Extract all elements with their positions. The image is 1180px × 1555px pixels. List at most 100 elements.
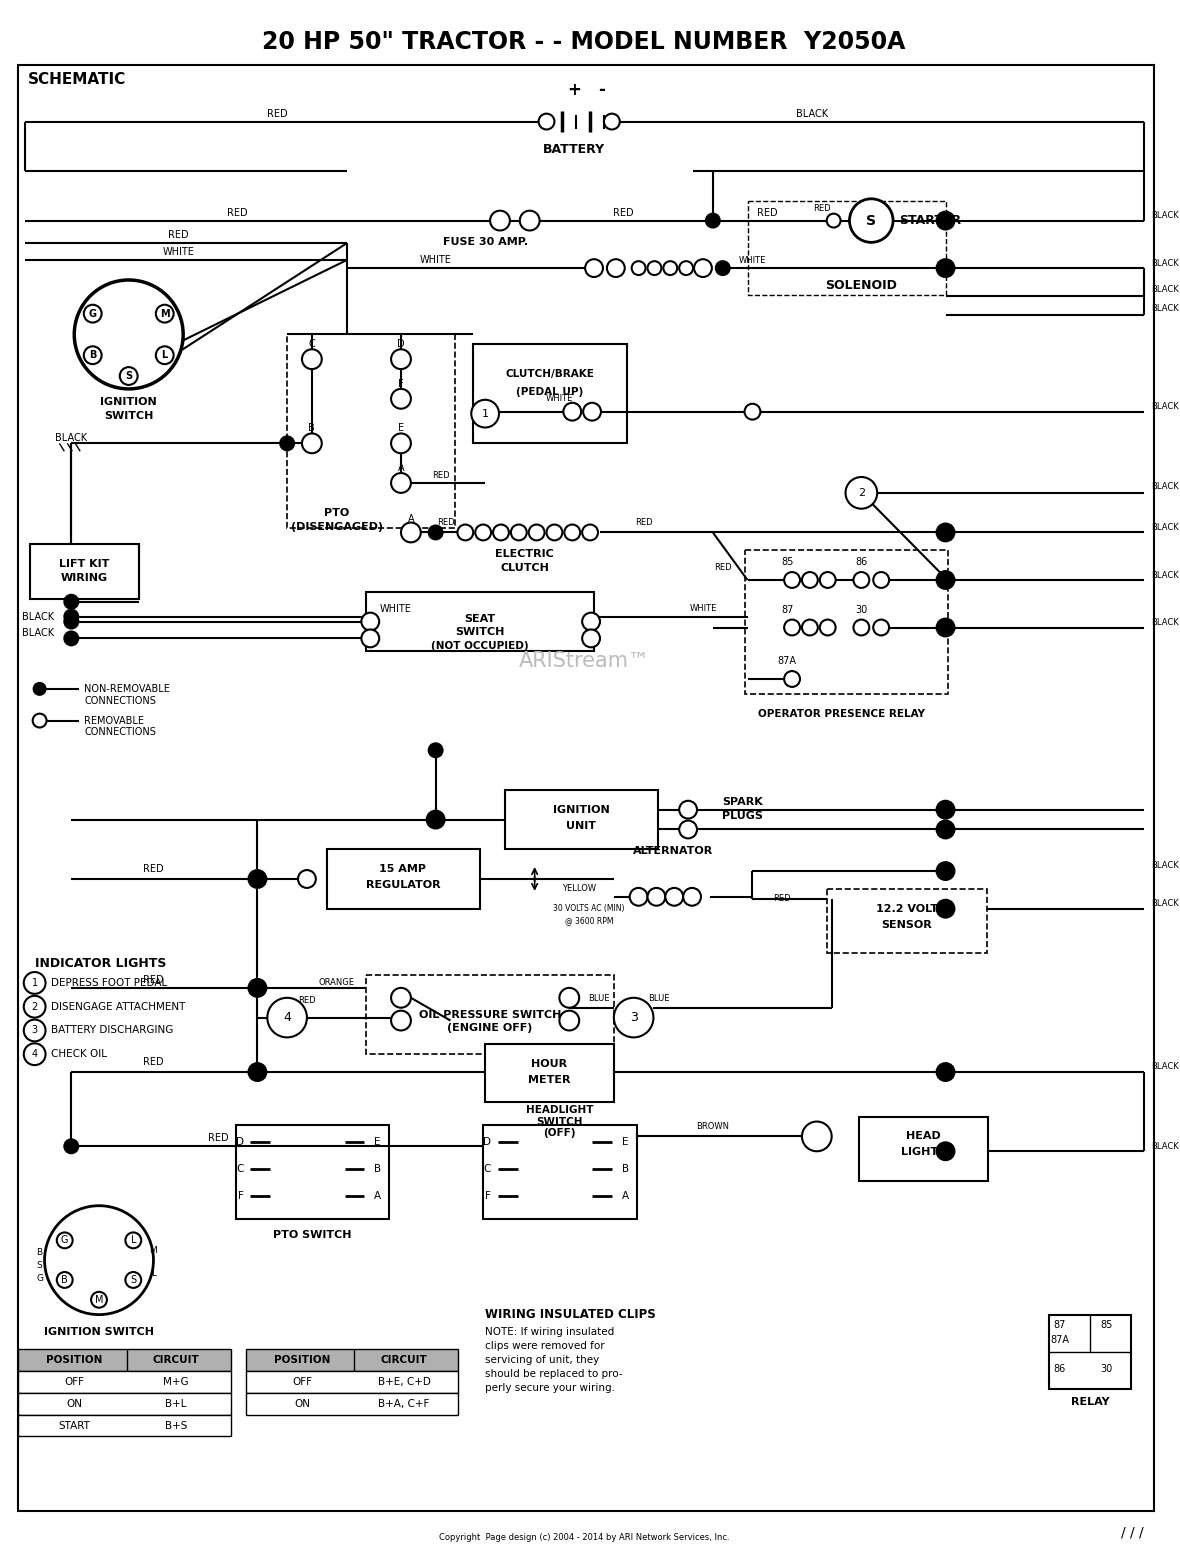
Circle shape xyxy=(937,1064,955,1081)
Bar xyxy=(18,1415,230,1437)
Text: F: F xyxy=(485,1191,491,1200)
Text: SEAT: SEAT xyxy=(465,614,496,624)
Text: BLACK: BLACK xyxy=(1152,1062,1179,1070)
Circle shape xyxy=(34,683,46,695)
Text: HEADLIGHT: HEADLIGHT xyxy=(525,1104,594,1115)
Text: 20 HP 50" TRACTOR - - MODEL NUMBER  Y2050A: 20 HP 50" TRACTOR - - MODEL NUMBER Y2050… xyxy=(262,31,906,54)
Circle shape xyxy=(937,571,955,589)
Text: BATTERY DISCHARGING: BATTERY DISCHARGING xyxy=(52,1025,173,1036)
Text: CHECK OIL: CHECK OIL xyxy=(52,1050,107,1059)
Circle shape xyxy=(401,522,421,543)
Text: B: B xyxy=(37,1247,42,1256)
Circle shape xyxy=(391,389,411,409)
Circle shape xyxy=(648,261,661,275)
Circle shape xyxy=(937,861,955,880)
Text: NON-REMOVABLE: NON-REMOVABLE xyxy=(84,684,170,694)
Text: BLACK: BLACK xyxy=(55,434,87,443)
Text: servicing of unit, they: servicing of unit, they xyxy=(485,1354,599,1365)
Bar xyxy=(245,1372,458,1393)
Text: WIRING: WIRING xyxy=(60,572,107,583)
Text: REGULATOR: REGULATOR xyxy=(366,880,440,889)
Bar xyxy=(483,1124,637,1219)
Circle shape xyxy=(802,619,818,636)
Text: F: F xyxy=(237,1191,243,1200)
Text: Copyright  Page design (c) 2004 - 2014 by ARI Network Services, Inc.: Copyright Page design (c) 2004 - 2014 by… xyxy=(439,1533,729,1543)
Text: SWITCH: SWITCH xyxy=(104,411,153,420)
Text: RED: RED xyxy=(813,204,831,213)
Circle shape xyxy=(827,213,840,227)
Text: 87: 87 xyxy=(781,605,793,614)
Circle shape xyxy=(563,403,582,420)
Circle shape xyxy=(520,210,539,230)
Text: 1: 1 xyxy=(32,978,38,987)
Circle shape xyxy=(937,821,955,838)
Text: G: G xyxy=(88,308,97,319)
Circle shape xyxy=(490,210,510,230)
Circle shape xyxy=(458,524,473,541)
Text: 86: 86 xyxy=(1054,1364,1066,1375)
Text: LIGHTS: LIGHTS xyxy=(902,1148,946,1157)
Circle shape xyxy=(391,350,411,369)
Text: B+E, C+D: B+E, C+D xyxy=(378,1376,431,1387)
Text: WHITE: WHITE xyxy=(545,395,573,403)
Text: 1: 1 xyxy=(481,409,489,418)
Text: 30 VOLTS AC (MIN): 30 VOLTS AC (MIN) xyxy=(553,903,625,913)
Text: D: D xyxy=(398,339,405,350)
Text: BLACK: BLACK xyxy=(1152,860,1179,869)
Circle shape xyxy=(585,260,603,277)
Text: RED: RED xyxy=(208,1134,228,1143)
Text: C: C xyxy=(484,1165,491,1174)
Circle shape xyxy=(785,572,800,588)
Circle shape xyxy=(65,631,78,645)
Circle shape xyxy=(471,400,499,428)
Text: L: L xyxy=(131,1235,136,1246)
Text: UNIT: UNIT xyxy=(566,821,596,830)
Circle shape xyxy=(853,619,870,636)
Circle shape xyxy=(57,1233,73,1249)
Bar xyxy=(827,889,988,953)
Circle shape xyxy=(850,199,893,243)
Text: IGNITION: IGNITION xyxy=(552,804,610,815)
Circle shape xyxy=(846,477,877,508)
Text: S: S xyxy=(37,1261,42,1269)
Text: G: G xyxy=(61,1235,68,1246)
Bar xyxy=(1049,1314,1130,1389)
Circle shape xyxy=(538,114,555,129)
Text: RED: RED xyxy=(267,109,288,118)
Text: START: START xyxy=(58,1421,90,1431)
Bar xyxy=(366,592,594,652)
Text: B: B xyxy=(308,423,315,434)
Text: (PEDAL UP): (PEDAL UP) xyxy=(516,387,583,397)
Text: RED: RED xyxy=(228,208,248,218)
Text: 4: 4 xyxy=(283,1011,291,1025)
Text: B+S: B+S xyxy=(165,1421,188,1431)
Circle shape xyxy=(24,972,46,994)
Text: CIRCUIT: CIRCUIT xyxy=(381,1354,427,1365)
Text: M: M xyxy=(94,1295,104,1305)
Bar xyxy=(505,790,658,849)
Text: RED: RED xyxy=(299,997,316,1005)
Text: RED: RED xyxy=(614,208,634,218)
Text: ELECTRIC: ELECTRIC xyxy=(496,549,555,560)
Circle shape xyxy=(120,367,138,386)
Text: CONNECTIONS: CONNECTIONS xyxy=(84,728,156,737)
Text: WHITE: WHITE xyxy=(420,255,452,266)
Text: F: F xyxy=(398,379,404,389)
Circle shape xyxy=(57,1272,73,1288)
Text: PTO SWITCH: PTO SWITCH xyxy=(273,1230,352,1241)
Text: M: M xyxy=(150,1246,157,1255)
Circle shape xyxy=(428,743,442,757)
Bar xyxy=(18,1393,230,1415)
Text: +: + xyxy=(568,81,582,100)
Text: DISENGAGE ATTACHMENT: DISENGAGE ATTACHMENT xyxy=(52,1001,186,1012)
Circle shape xyxy=(604,114,620,129)
Text: OIL PRESSURE SWITCH: OIL PRESSURE SWITCH xyxy=(419,1009,562,1020)
Text: BLACK: BLACK xyxy=(1152,403,1179,411)
Circle shape xyxy=(24,995,46,1017)
Circle shape xyxy=(476,524,491,541)
Circle shape xyxy=(564,524,581,541)
Text: SWITCH: SWITCH xyxy=(536,1116,583,1126)
Circle shape xyxy=(559,987,579,1008)
Circle shape xyxy=(582,630,599,647)
Circle shape xyxy=(802,1121,832,1151)
